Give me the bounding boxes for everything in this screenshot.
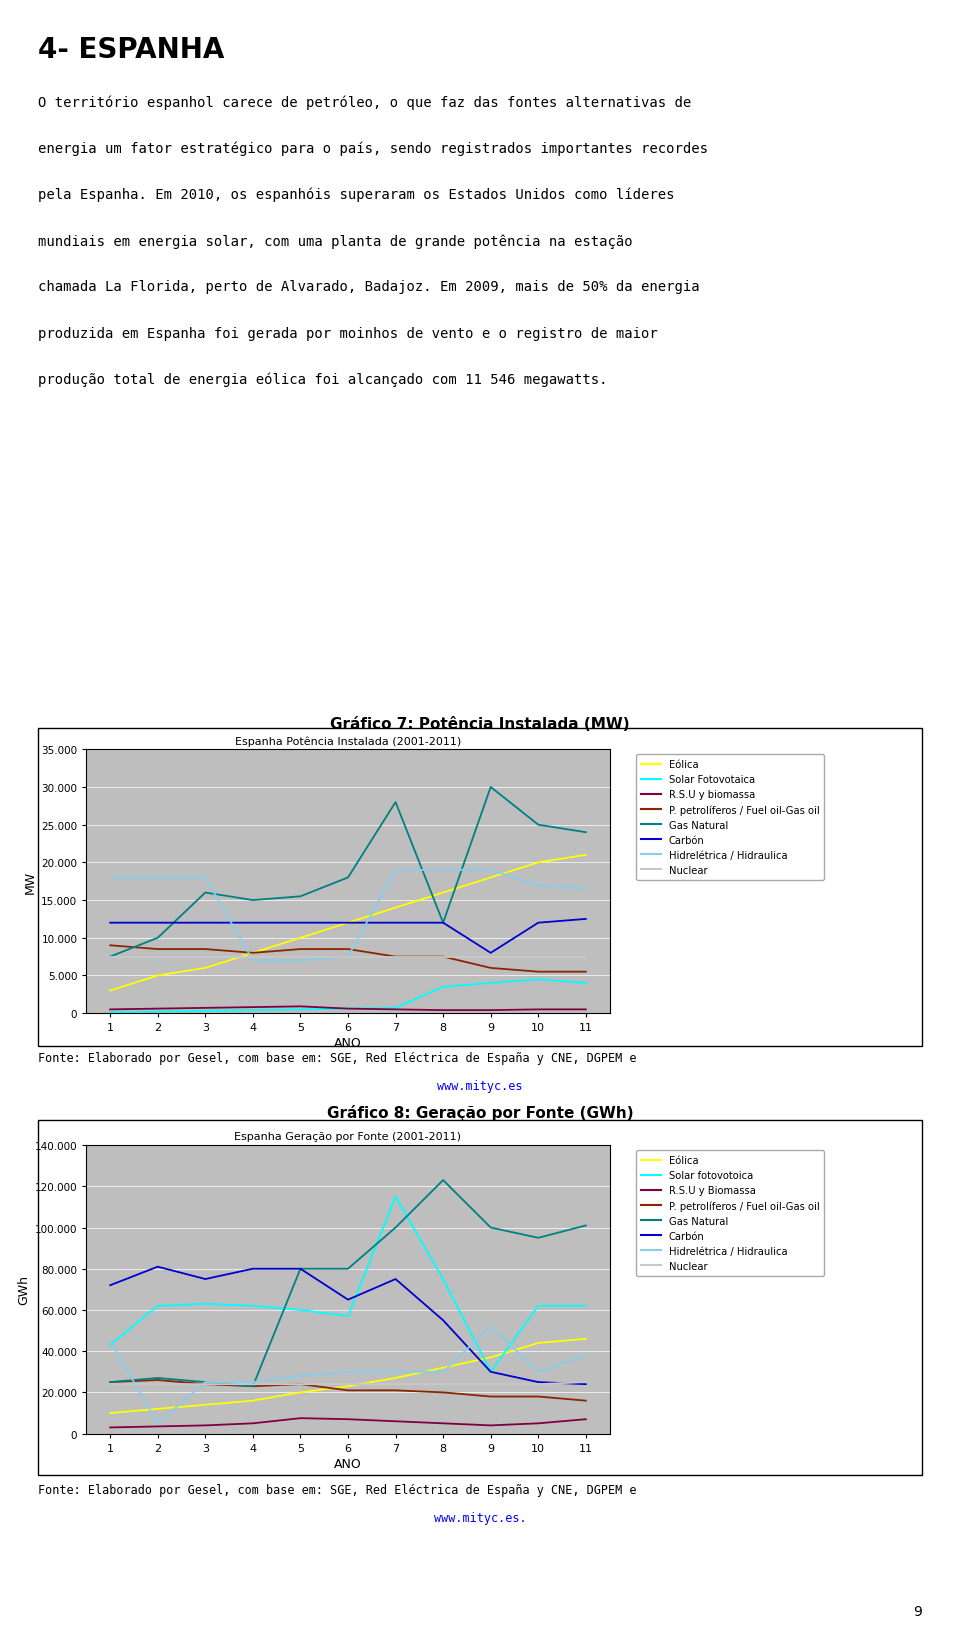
- Text: www.mityc.es.: www.mityc.es.: [434, 1511, 526, 1524]
- Text: energia um fator estratégico para o país, sendo registrados importantes recordes: energia um fator estratégico para o país…: [38, 142, 708, 157]
- Text: www.mityc.es: www.mityc.es: [437, 1079, 523, 1093]
- Text: chamada La Florida, perto de Alvarado, Badajoz. Em 2009, mais de 50% da energia: chamada La Florida, perto de Alvarado, B…: [38, 280, 700, 293]
- Legend: Eólica, Solar fotovotoica, R.S.U y Biomassa, P. petrolíferos / Fuel oil-Gas oil,: Eólica, Solar fotovotoica, R.S.U y Bioma…: [636, 1150, 825, 1276]
- Text: pela Espanha. Em 2010, os espanhóis superaram os Estados Unidos como líderes: pela Espanha. Em 2010, os espanhóis supe…: [38, 188, 675, 203]
- Text: 4- ESPANHA: 4- ESPANHA: [38, 36, 225, 64]
- Text: Gráfico 8: Geração por Fonte (GWh): Gráfico 8: Geração por Fonte (GWh): [326, 1104, 634, 1121]
- Text: produção total de energia eólica foi alcançado com 11 546 megawatts.: produção total de energia eólica foi alc…: [38, 372, 608, 387]
- Text: produzida em Espanha foi gerada por moinhos de vento e o registro de maior: produzida em Espanha foi gerada por moin…: [38, 326, 659, 339]
- Text: Gráfico 7: Potência Instalada (MW): Gráfico 7: Potência Instalada (MW): [330, 717, 630, 732]
- Text: Fonte: Elaborado por Gesel, com base em: SGE, Red Eléctrica de España y CNE, DGP: Fonte: Elaborado por Gesel, com base em:…: [38, 1483, 636, 1496]
- Legend: Eólica, Solar Fotovotaica, R.S.U y biomassa, P. petrolíferos / Fuel oil-Gas oil,: Eólica, Solar Fotovotaica, R.S.U y bioma…: [636, 755, 825, 880]
- Text: O território espanhol carece de petróleo, o que faz das fontes alternativas de: O território espanhol carece de petróleo…: [38, 96, 691, 110]
- Text: 9: 9: [913, 1605, 922, 1618]
- Title: Espanha Potência Instalada (2001-2011): Espanha Potência Instalada (2001-2011): [235, 735, 461, 747]
- Text: mundiais em energia solar, com uma planta de grande potência na estação: mundiais em energia solar, com uma plant…: [38, 234, 633, 249]
- X-axis label: ANO: ANO: [334, 1037, 362, 1050]
- Title: Espanha Geração por Fonte (2001-2011): Espanha Geração por Fonte (2001-2011): [234, 1132, 462, 1142]
- Text: Fonte: Elaborado por Gesel, com base em: SGE, Red Eléctrica de España y CNE, DGP: Fonte: Elaborado por Gesel, com base em:…: [38, 1051, 636, 1065]
- Y-axis label: GWh: GWh: [17, 1274, 31, 1305]
- Y-axis label: MW: MW: [24, 870, 37, 893]
- X-axis label: ANO: ANO: [334, 1457, 362, 1470]
